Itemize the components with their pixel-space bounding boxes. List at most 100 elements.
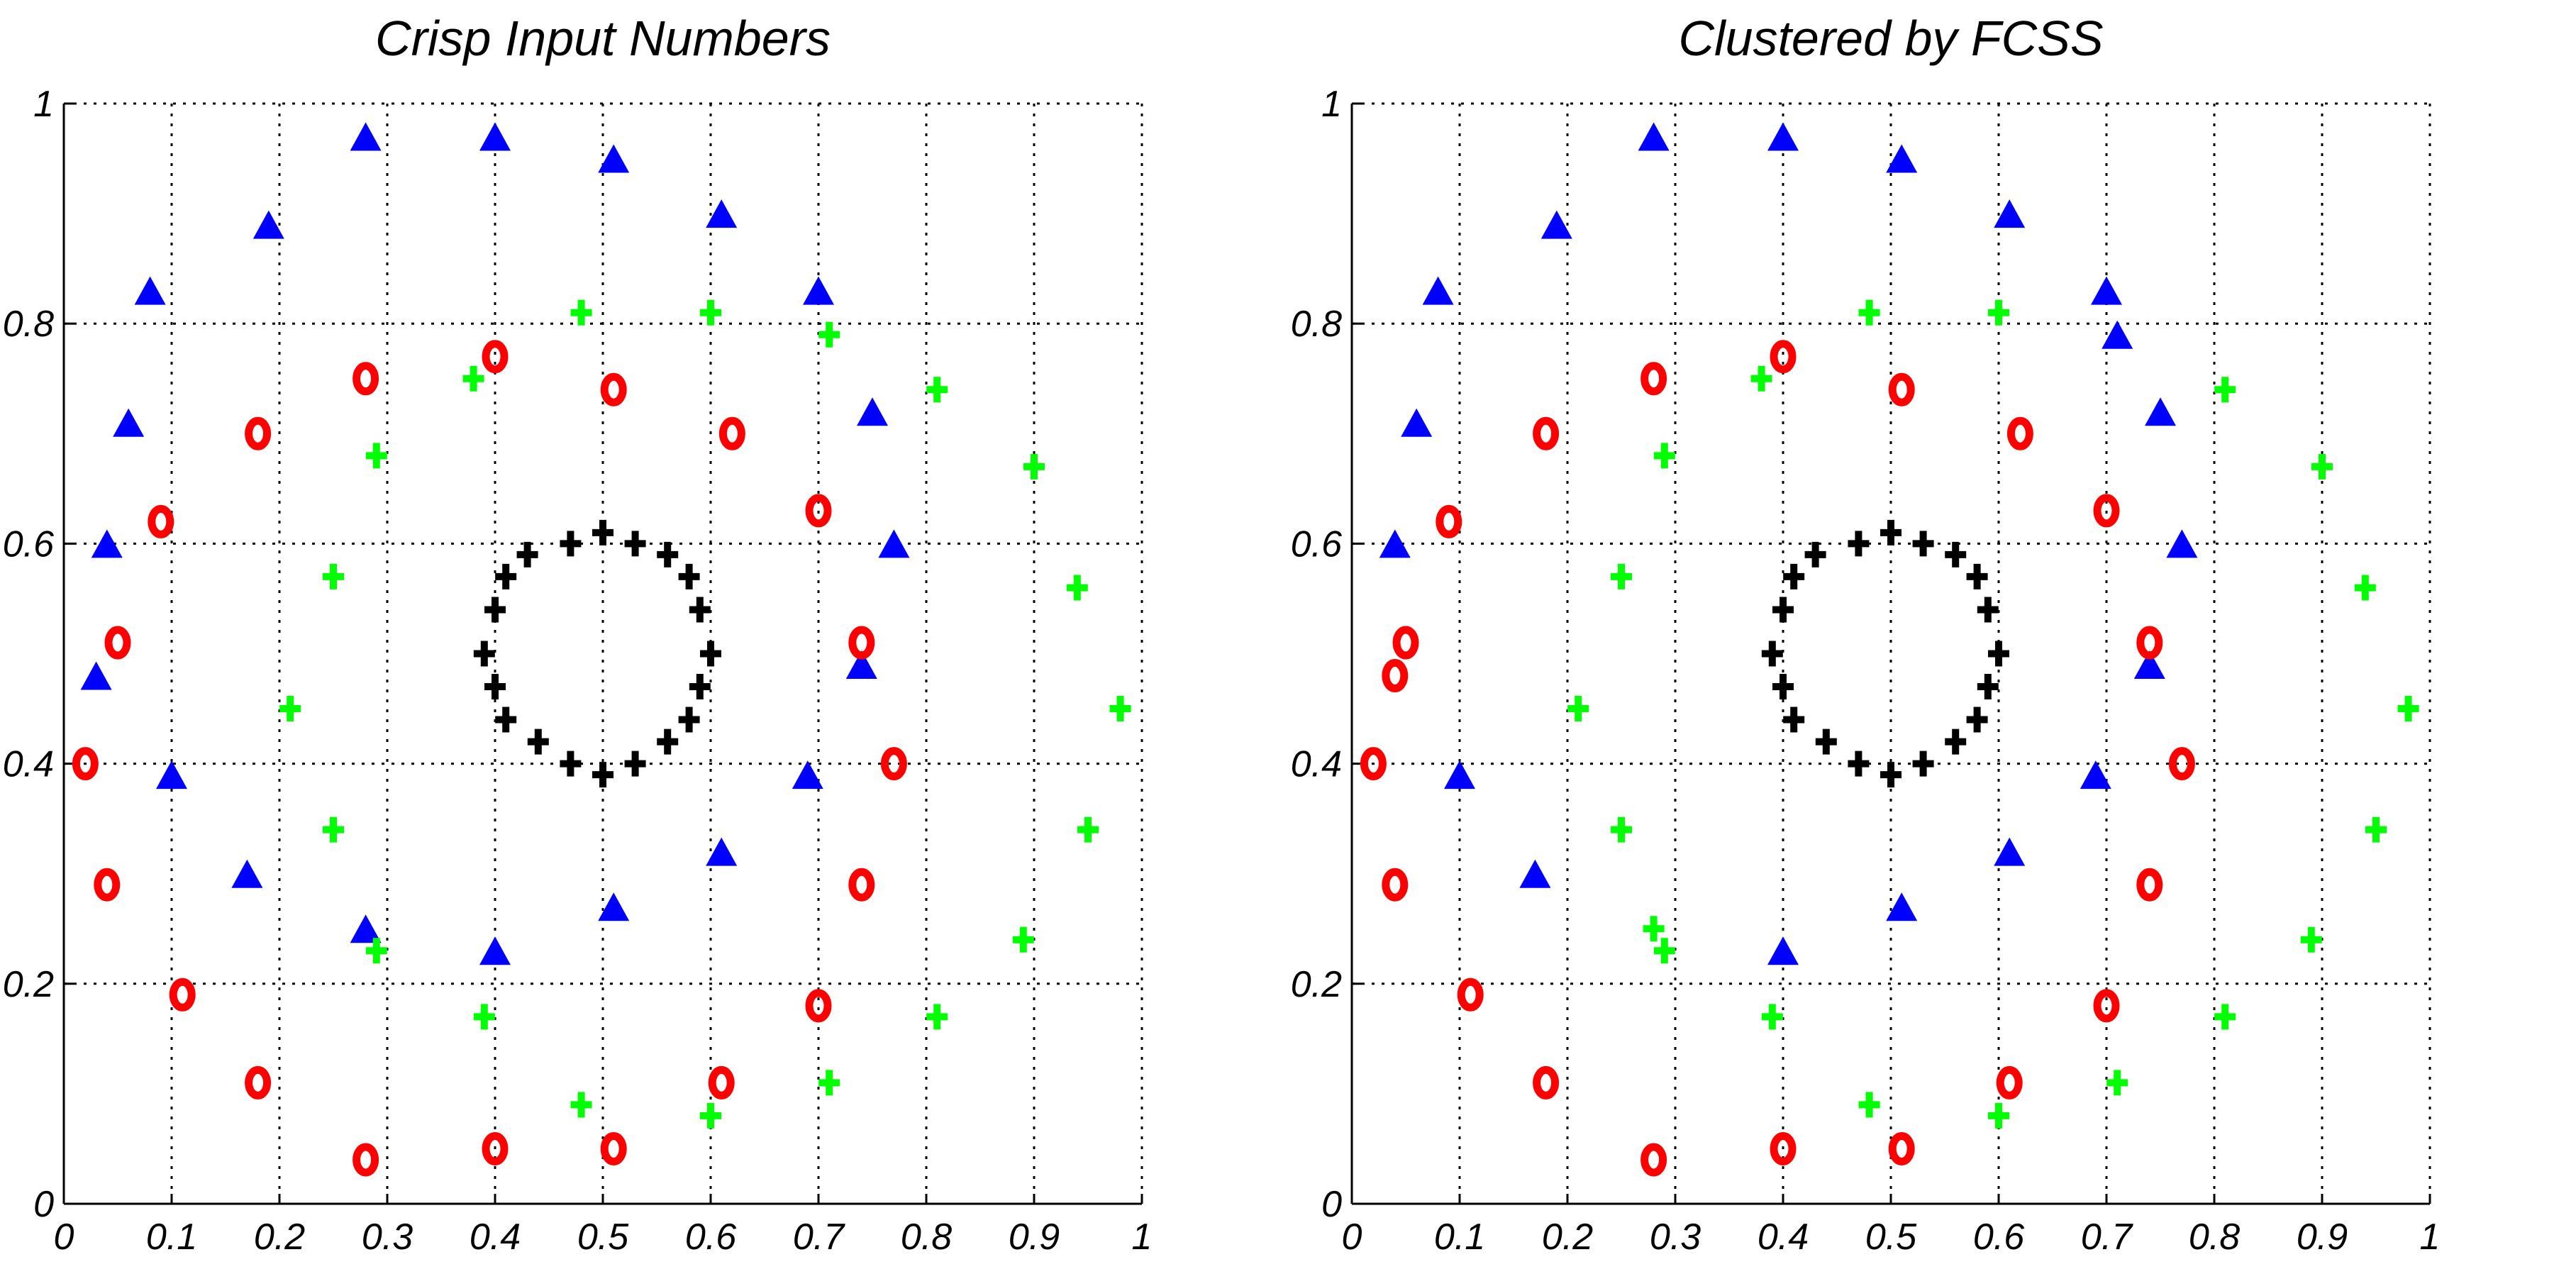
triangle-point	[1519, 859, 1551, 888]
plus-point	[473, 641, 495, 667]
triangle-point	[2166, 529, 2198, 558]
x-tick-label: 0.5	[1865, 1217, 1917, 1258]
plus-point	[570, 299, 592, 326]
circle-point	[600, 372, 627, 406]
plus-point	[2397, 696, 2419, 722]
circle-point	[1382, 868, 1409, 902]
plus-point	[1880, 762, 1902, 788]
triangle-point	[598, 892, 630, 921]
plus-point	[1109, 696, 1131, 722]
triangle-point	[1444, 760, 1475, 790]
circle-point	[600, 1131, 627, 1165]
plus-point	[689, 674, 711, 700]
plus-point	[1880, 519, 1902, 545]
plus-point	[365, 938, 387, 964]
plus-point	[1912, 750, 1934, 777]
circle-point	[1533, 1065, 1560, 1099]
plus-point	[1988, 1102, 2009, 1129]
circle-point	[2093, 989, 2120, 1023]
plus-point	[1783, 563, 1805, 589]
circle-point	[352, 1143, 379, 1177]
plus-point	[495, 707, 517, 733]
plus-point	[473, 1004, 495, 1030]
plus-point	[2300, 926, 2322, 953]
circle-point	[718, 416, 745, 450]
plus-point	[1567, 696, 1589, 722]
x-tick-label: 0.9	[1009, 1217, 1060, 1258]
x-tick-label: 0.5	[577, 1217, 629, 1258]
plus-point	[1653, 938, 1675, 964]
circle-point	[1457, 977, 1484, 1012]
y-tick-label: 0.8	[3, 304, 54, 345]
circle-point	[148, 504, 174, 538]
y-tick-label: 0.2	[3, 964, 54, 1005]
y-tick-label: 0	[33, 1184, 54, 1225]
plus-point	[678, 707, 700, 733]
triangle-point	[80, 661, 112, 690]
plus-point	[1804, 541, 1826, 567]
triangle-point	[134, 276, 166, 305]
chart-title: Clustered by FCSS	[1678, 11, 2103, 66]
plus-point	[926, 1004, 948, 1030]
plus-point	[1643, 916, 1665, 942]
x-tick-label: 0.8	[901, 1217, 952, 1258]
plus-point	[592, 519, 614, 545]
chart-panel-right: Clustered by FCSS 0 0.1 0.2 0.3 0.4 0.5 0.6 0.7 0…	[1288, 0, 2576, 1274]
plus-point	[1858, 1092, 1880, 1118]
circle-point	[708, 1065, 735, 1099]
triangle-point	[2102, 320, 2133, 349]
triangle-point	[350, 122, 382, 151]
triangle-point	[878, 529, 910, 558]
y-tick-label: 1	[1321, 84, 1342, 125]
circle-point	[94, 868, 121, 902]
plus-point	[484, 674, 506, 700]
circle-point	[2006, 416, 2033, 450]
x-tick-label: 0.1	[1434, 1217, 1485, 1258]
circle-point	[104, 626, 131, 660]
plus-point	[657, 541, 679, 567]
plus-point	[1023, 453, 1045, 480]
plus-point	[1653, 443, 1675, 469]
plus-point	[1761, 641, 1783, 667]
x-tick-label: 0.7	[2081, 1217, 2133, 1258]
x-tick-label: 0.3	[362, 1217, 413, 1258]
triangle-point	[113, 408, 145, 437]
plus-point	[323, 563, 344, 589]
x-tick-label: 0	[54, 1217, 74, 1258]
triangle-point	[1767, 936, 1799, 965]
circle-point	[1392, 626, 1419, 660]
plus-point	[1750, 365, 1772, 392]
triangle-point	[2133, 650, 2165, 680]
triangle-point	[792, 760, 823, 790]
plus-point	[1977, 597, 1999, 623]
circle-point	[482, 340, 509, 374]
chart-panel-left: Crisp Input Numbers 0 0.1 0.2 0.3 0.4 0.5 0.6 0.…	[3, 11, 1153, 1258]
circle-point	[1640, 362, 1667, 396]
circle-point	[482, 1131, 509, 1165]
triangle-point	[803, 276, 834, 305]
plus-point	[1077, 816, 1099, 843]
triangle-point	[91, 529, 123, 558]
triangle-point	[1540, 210, 1572, 239]
triangle-point	[1422, 276, 1454, 305]
plus-point	[2106, 1070, 2128, 1096]
triangle-point	[1886, 892, 1918, 921]
triangle-point	[2145, 397, 2176, 426]
triangle-point	[1994, 199, 2026, 228]
plus-point	[1611, 816, 1632, 843]
plus-point	[1988, 299, 2009, 326]
circle-point	[848, 626, 875, 660]
circle-point	[72, 747, 99, 781]
circle-point	[1382, 659, 1409, 693]
circle-point	[1888, 372, 1915, 406]
x-tick-label: 0.9	[2297, 1217, 2348, 1258]
plus-point	[700, 641, 721, 667]
x-tick-label: 0.7	[793, 1217, 845, 1258]
plus-point	[1815, 729, 1837, 755]
plus-point	[279, 696, 301, 722]
plus-point	[592, 762, 614, 788]
y-tick-label: 0.4	[3, 744, 54, 785]
circle-point	[1770, 1131, 1797, 1165]
plus-point	[1988, 641, 2009, 667]
plus-point	[516, 541, 538, 567]
